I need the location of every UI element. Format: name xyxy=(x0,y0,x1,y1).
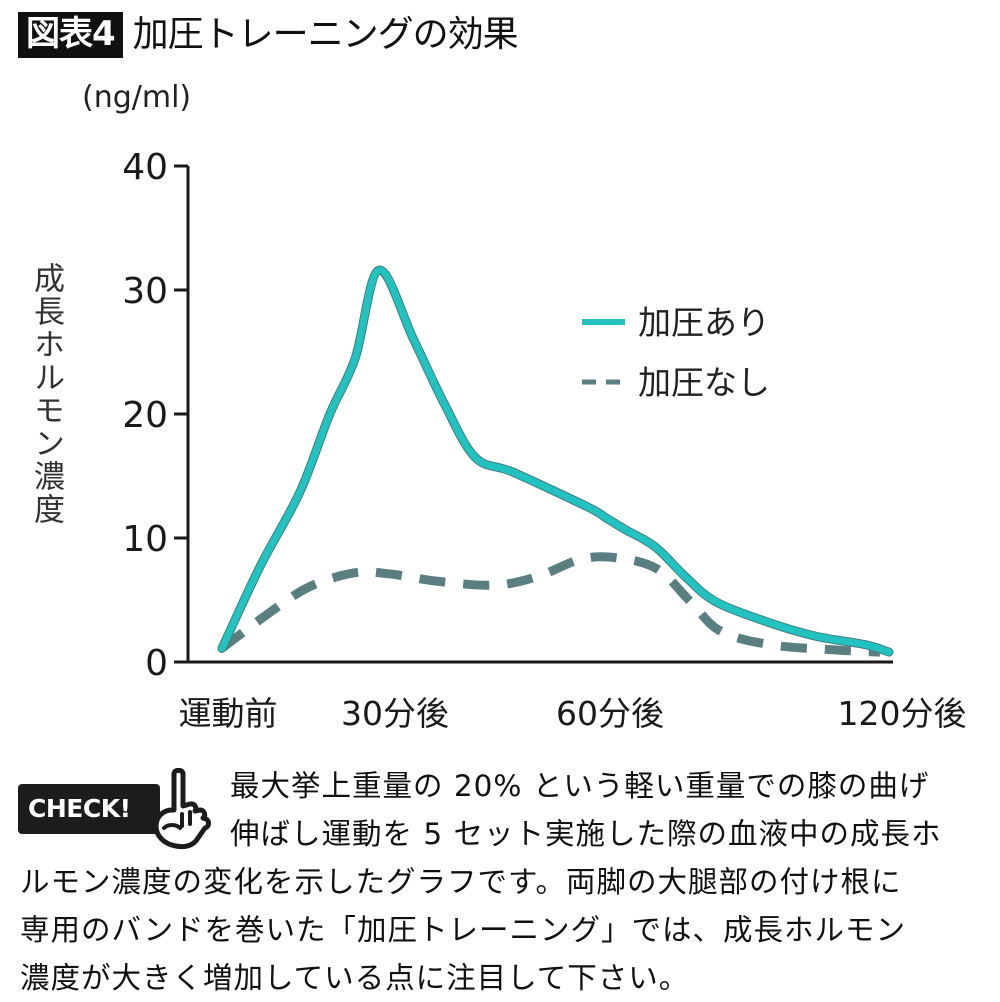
y-tick-label: 0 xyxy=(145,643,168,684)
series-without-pressure xyxy=(222,557,880,653)
description-line-2: 伸ばし運動を 5 セット実施した際の血液中の成長ホ xyxy=(20,810,985,858)
x-category-label: 30分後 xyxy=(341,694,449,733)
series-with-pressure xyxy=(222,270,889,652)
description-line-5: 濃度が大きく増加している点に注目して下さい。 xyxy=(20,954,985,1002)
description-line-4: 専用のバンドを巻いた「加圧トレーニング」では、成長ホルモン xyxy=(20,906,985,954)
y-tick-label: 30 xyxy=(122,271,168,312)
x-category-label: 運動前 xyxy=(179,694,278,733)
y-tick-label: 20 xyxy=(122,395,168,436)
series-line-outline xyxy=(222,270,889,652)
description-line-1: 最大挙上重量の 20% という軽い重量での膝の曲げ xyxy=(20,762,985,810)
x-category-label: 60分後 xyxy=(556,694,664,733)
series-line xyxy=(222,557,880,652)
series-line xyxy=(222,270,889,652)
y-tick-label: 10 xyxy=(122,519,168,560)
description-text: 最大挙上重量の 20% という軽い重量での膝の曲げ 伸ばし運動を 5 セット実施… xyxy=(20,762,985,1002)
y-tick-label: 40 xyxy=(122,147,168,188)
legend-label: 加圧なし xyxy=(638,363,770,402)
x-category-label: 120分後 xyxy=(838,694,967,733)
legend-item: 加圧あり xyxy=(582,303,770,342)
legend-item: 加圧なし xyxy=(582,363,770,402)
description-line-3: ルモン濃度の変化を示したグラフです。両脚の大腿部の付け根に xyxy=(20,858,985,906)
legend-label: 加圧あり xyxy=(638,303,770,342)
